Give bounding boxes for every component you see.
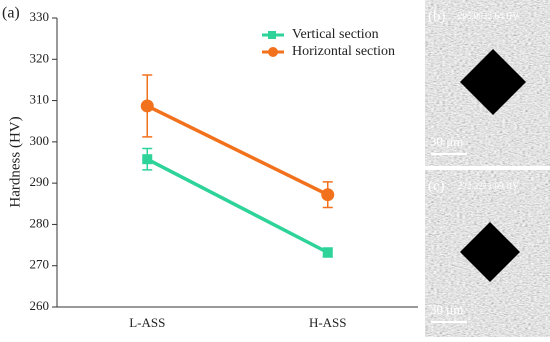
legend-marker bbox=[268, 47, 278, 57]
series-line bbox=[146, 157, 329, 255]
y-tick-label: 310 bbox=[30, 92, 50, 107]
y-tick-label: 300 bbox=[30, 133, 50, 148]
legend-label: Vertical section bbox=[292, 27, 379, 42]
panel-label: (a) bbox=[2, 5, 20, 22]
plot: 260 270 280 290 300 310 320 330 L-ASS H-ASS Vertic… bbox=[30, 9, 418, 330]
scale-bar-label: 30 μm bbox=[430, 134, 463, 149]
x-tick-label: H-ASS bbox=[309, 315, 347, 330]
y-tick-label: 290 bbox=[30, 174, 50, 189]
y-tick-label: 330 bbox=[30, 9, 50, 24]
y-tick-label: 260 bbox=[30, 298, 50, 313]
y-tick-label: 270 bbox=[30, 257, 50, 272]
marker bbox=[322, 247, 333, 258]
legend-label: Horizontal section bbox=[292, 44, 395, 59]
series-line bbox=[146, 104, 329, 197]
hardness-annotation: 295.90±2.64 HV bbox=[458, 11, 519, 21]
marker bbox=[140, 99, 154, 113]
x-tick-label: L-ASS bbox=[129, 315, 165, 330]
marker bbox=[142, 154, 153, 165]
panel-label: (b) bbox=[428, 8, 446, 24]
indent bbox=[460, 222, 520, 282]
marker bbox=[321, 188, 335, 202]
indent bbox=[460, 49, 526, 115]
scale-bar-label: 30 μm bbox=[430, 302, 463, 317]
y-tick-label: 280 bbox=[30, 215, 50, 230]
legend-marker bbox=[268, 31, 276, 39]
micrograph: (c) 272.32±1.09 HV 30 μm bbox=[425, 170, 550, 337]
panel-label: (c) bbox=[428, 178, 445, 194]
hardness-annotation: 272.32±1.09 HV bbox=[458, 181, 519, 191]
y-tick-label: 320 bbox=[30, 50, 50, 65]
y-axis-label: Hardness (HV) bbox=[7, 116, 23, 207]
micrograph: (b) 295.90±2.64 HV 30 μm bbox=[425, 0, 550, 166]
